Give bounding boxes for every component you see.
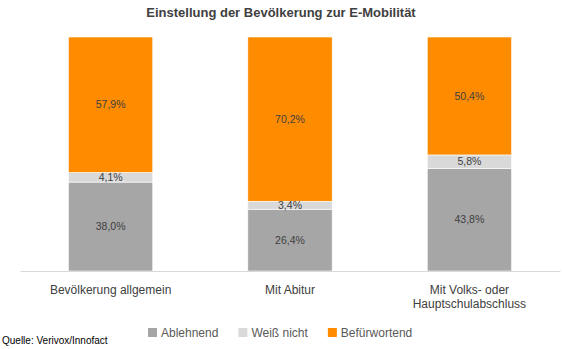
legend-item: Weiß nicht: [238, 326, 308, 340]
bar-segment: [68, 182, 152, 271]
legend-swatch: [238, 328, 247, 337]
bar-segment: [427, 155, 511, 169]
chart: Einstellung der Bevölkerung zur E-Mobili…: [0, 0, 562, 349]
legend-item: Ablehnend: [148, 326, 218, 340]
x-tick: Mit Volks- oderHauptschulabschluss: [413, 283, 526, 311]
source: Quelle: Verivox/Innofact: [2, 335, 108, 346]
legend-item: Befürwortend: [328, 326, 412, 340]
legend-swatch: [148, 328, 157, 337]
legend: Ablehnend Weiß nicht Befürwortend: [148, 326, 412, 340]
bar-segment: [248, 209, 332, 271]
data-label: 26,4%: [275, 234, 305, 246]
bar-segment: [427, 37, 511, 155]
data-label: 3,4%: [278, 199, 302, 211]
x-tick: Bevölkerung allgemein: [50, 283, 171, 297]
legend-swatch: [328, 328, 337, 337]
x-tick-label: Mit Abitur: [265, 283, 315, 297]
data-labels: 38,0% 26,4% 43,8% 4,1% 3,4% 5,8% 57,9% 70,2% 50,…: [96, 90, 485, 246]
data-label: 43,8%: [455, 213, 485, 225]
x-axis-line: [21, 271, 561, 272]
x-tick-label: Mit Volks- oderHauptschulabschluss: [413, 283, 526, 311]
data-label: 70,2%: [275, 113, 305, 125]
bar-segment: [68, 37, 152, 172]
data-label: 38,0%: [96, 220, 126, 232]
x-tick-label: Bevölkerung allgemein: [50, 283, 171, 297]
bar-segment: [427, 169, 511, 271]
legend-label: Weiß nicht: [251, 326, 308, 340]
x-axis: Bevölkerung allgemein Mit Abitur Mit Volks…: [21, 272, 561, 311]
x-tick: Mit Abitur: [265, 283, 315, 297]
title: Einstellung der Bevölkerung zur E-Mobili…: [146, 5, 416, 20]
bars: [68, 37, 511, 271]
data-label: 50,4%: [455, 90, 485, 102]
data-label: 57,9%: [96, 98, 126, 110]
bar-segment: [248, 37, 332, 201]
legend-label: Ablehnend: [161, 326, 218, 340]
data-label: 4,1%: [99, 171, 123, 183]
legend-label: Befürwortend: [341, 326, 412, 340]
data-label: 5,8%: [457, 155, 481, 167]
